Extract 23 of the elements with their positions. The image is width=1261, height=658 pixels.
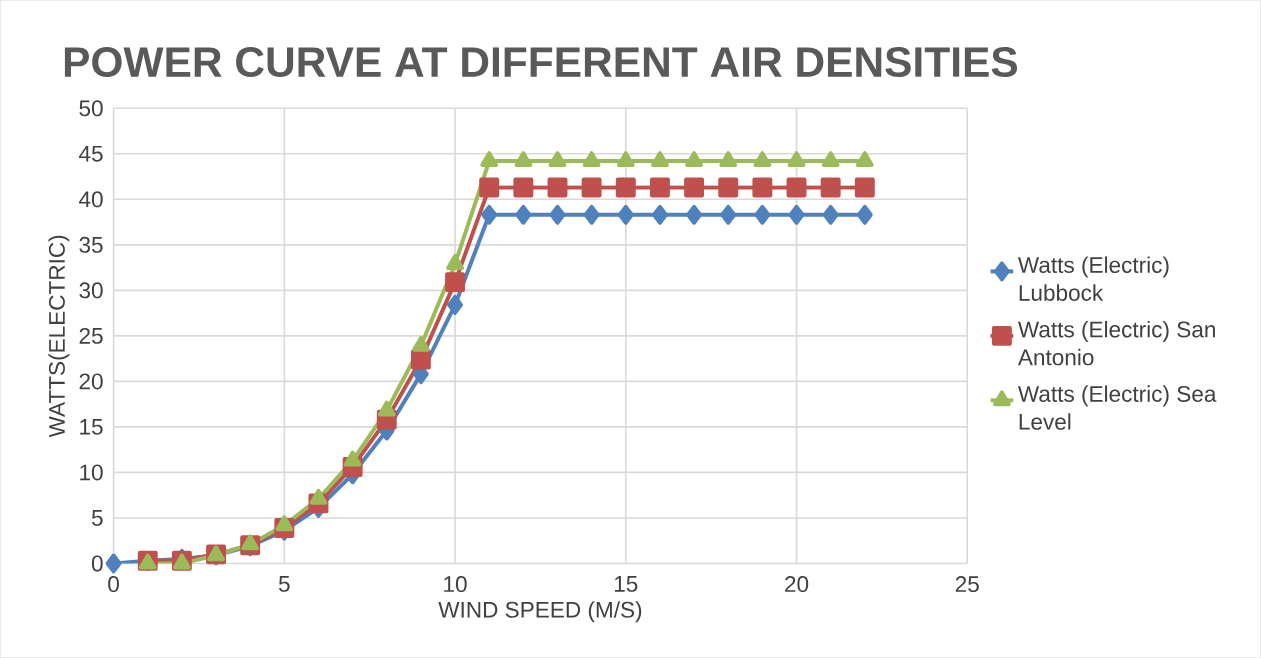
y-tick-label: 20 xyxy=(79,373,103,390)
y-tick-label: 0 xyxy=(91,555,103,572)
y-tick-label: 45 xyxy=(79,145,103,162)
y-tick-label: 15 xyxy=(80,418,103,435)
y-tick-label: 5 xyxy=(91,509,103,526)
legend-label: Watts (Electric) San Antonio xyxy=(1017,320,1215,366)
y-tick-label: 25 xyxy=(79,327,103,344)
y-tick-label: 40 xyxy=(79,191,103,208)
legend-label: Watts (Electric) Sea Level xyxy=(1017,385,1217,430)
y-tick-label: 35 xyxy=(79,236,103,253)
x-tick-label: 0 xyxy=(108,576,119,593)
y-tick-label: 50 xyxy=(79,100,103,117)
legend-label: Watts (Electric) Lubbock xyxy=(1017,256,1169,301)
x-tick-label: 25 xyxy=(955,576,979,593)
x-tick-label: 5 xyxy=(278,576,290,592)
x-axis-title: WIND SPEED (M/S) xyxy=(438,601,642,623)
x-tick-label: 15 xyxy=(614,576,638,592)
y-tick-label: 10 xyxy=(80,464,103,481)
x-tick-label: 10 xyxy=(444,576,467,593)
x-tick-label: 20 xyxy=(785,576,809,593)
chart-title: POWER CURVE AT DIFFERENT AIR DENSITIES xyxy=(64,46,1018,77)
y-axis-title: WATTS(ELECTRIC) xyxy=(48,235,70,438)
y-tick-label: 30 xyxy=(79,282,103,299)
